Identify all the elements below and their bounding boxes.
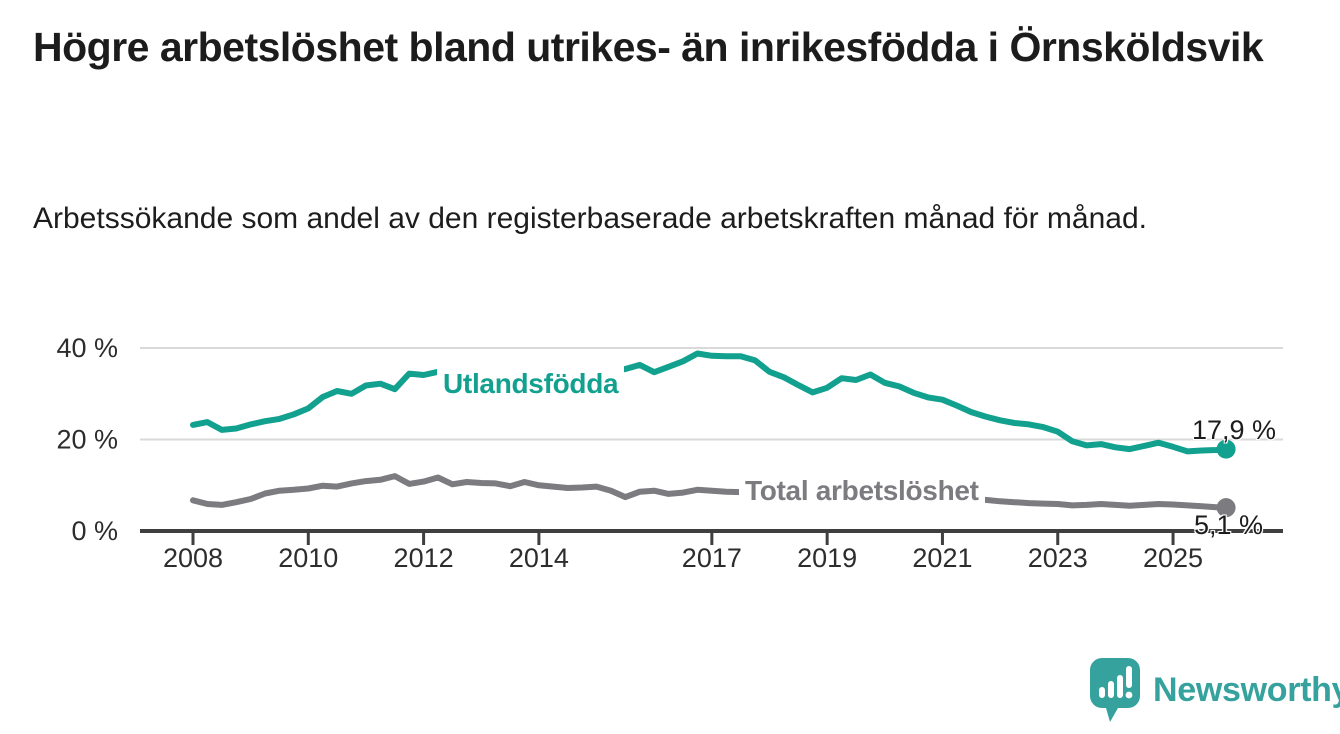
end-dot-total-arbetsl-shet <box>1216 498 1236 518</box>
line-utlandsf-dda <box>190 350 1230 455</box>
y-axis-label-40: 40 % <box>56 333 118 363</box>
x-axis-label-2021: 2021 <box>912 543 972 573</box>
x-axis-label-2017: 2017 <box>682 543 742 573</box>
x-axis-label-2008: 2008 <box>163 543 223 573</box>
x-axis-label-2025: 2025 <box>1143 543 1203 573</box>
newsworthy-logo-icon <box>1090 658 1140 722</box>
line-total-arbetsl-shet <box>190 473 1230 511</box>
end-value-label-utlandsfodda: 17,9 % <box>1192 415 1277 445</box>
series-label-total-arbetsloshet: Total arbetslöshet <box>739 473 985 509</box>
y-axis-label-20: 20 % <box>56 425 118 455</box>
x-axis-label-2023: 2023 <box>1028 543 1088 573</box>
series-label-utlandsfodda: Utlandsfödda <box>437 366 625 402</box>
newsworthy-logo-text: Newsworthy <box>1153 670 1340 709</box>
page-title: Högre arbetslöshet bland utrikes- än inr… <box>33 24 1264 70</box>
end-value-label-total: 5,1 % <box>1194 510 1264 540</box>
newsworthy-logo: Newsworthy <box>1088 656 1340 724</box>
end-dot-utlandsf-dda <box>1216 439 1236 459</box>
bar-chart-glyph <box>1099 666 1133 699</box>
unemployment-line-chart: 0 % 20 % 40 % 2008 2010 2012 2014 2017 2019 2021 2… <box>56 333 1283 573</box>
x-axis-label-2012: 2012 <box>394 543 454 573</box>
chart-subtitle: Arbetssökande som andel av den registerb… <box>33 202 1147 235</box>
speech-bubble-shape <box>1090 658 1140 722</box>
x-axis-label-2014: 2014 <box>509 543 569 573</box>
y-axis-label-0: 0 % <box>71 516 118 546</box>
x-axis-label-2010: 2010 <box>278 543 338 573</box>
x-axis-label-2019: 2019 <box>797 543 857 573</box>
